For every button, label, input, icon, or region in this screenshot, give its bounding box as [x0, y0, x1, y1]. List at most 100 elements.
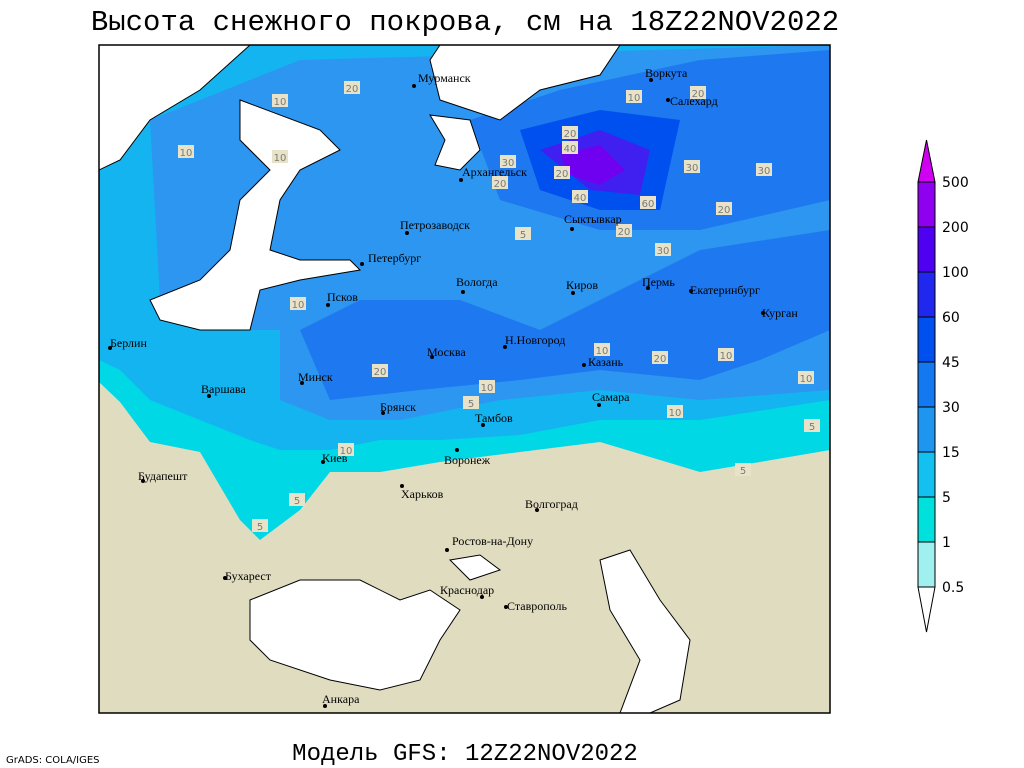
contour-label: 10: [180, 148, 193, 159]
legend-swatch: [917, 451, 936, 498]
city-dot: [481, 423, 485, 427]
city-label: Н.Новгород: [505, 333, 565, 347]
contour-label-box: [290, 297, 306, 310]
city-dot: [360, 262, 364, 266]
city-dot: [535, 508, 539, 512]
contour-label: 5: [294, 496, 300, 507]
city-label: Ростов-на-Дону: [452, 534, 533, 548]
city-label: Бухарест: [225, 569, 272, 583]
contour-label-box: [626, 90, 642, 103]
city-dot: [459, 178, 463, 182]
city-dot: [570, 227, 574, 231]
city-label: Харьков: [401, 487, 444, 501]
city-label: Брянск: [380, 400, 416, 414]
city-dot: [461, 290, 465, 294]
city-label: Казань: [588, 355, 624, 369]
contour-label: 20: [654, 354, 667, 365]
contour-label: 20: [346, 84, 359, 95]
contour-label: 20: [718, 205, 731, 216]
legend-label: 100: [942, 265, 969, 281]
contour-label: 20: [618, 227, 631, 238]
city-dot: [381, 411, 385, 415]
contour-label-box: [463, 396, 479, 409]
city-label: Сыктывкар: [564, 212, 622, 226]
contour-label-box: [562, 126, 578, 139]
legend-swatch: [917, 541, 936, 588]
contour-label-box: [492, 176, 508, 189]
city-label: Воркута: [645, 66, 688, 80]
contour-label: 10: [340, 446, 353, 457]
contour-label: 10: [720, 351, 733, 362]
legend-swatch: [917, 586, 936, 633]
city-dot: [321, 460, 325, 464]
contour-label-box: [289, 493, 305, 506]
legend-swatch: [917, 496, 936, 543]
contour-label: 20: [494, 179, 507, 190]
legend-swatch: [917, 181, 936, 228]
contour-label-box: [718, 348, 734, 361]
city-dot: [108, 346, 112, 350]
city-label: Анкара: [322, 692, 360, 706]
contour-label: 10: [800, 374, 813, 385]
city-dot: [400, 484, 404, 488]
city-label: Минск: [298, 370, 333, 384]
contour-label-box: [667, 405, 683, 418]
city-label: Салехард: [670, 94, 718, 108]
legend-swatch: [917, 139, 936, 183]
city-label: Ставрополь: [507, 599, 567, 613]
city-dot: [430, 355, 434, 359]
credit: GrADS: COLA/IGES: [6, 755, 100, 766]
city-label: Екатеринбург: [690, 283, 760, 297]
contour-label-box: [804, 419, 820, 432]
map-frame: [98, 44, 831, 714]
contour-label: 5: [520, 230, 526, 241]
contour-label: 30: [686, 163, 699, 174]
city-dot: [207, 394, 211, 398]
contour-label: 10: [274, 153, 287, 164]
contour-label: 10: [292, 300, 305, 311]
contour-label-box: [479, 380, 495, 393]
contour-label-box: [716, 202, 732, 215]
city-dot: [646, 286, 650, 290]
contour-label-box: [652, 351, 668, 364]
legend-label: 500: [942, 175, 969, 191]
contour-label: 20: [692, 89, 705, 100]
contour-label-box: [616, 224, 632, 237]
legend-label: 45: [942, 355, 960, 371]
city-dot: [689, 289, 693, 293]
contour-label-box: [594, 343, 610, 356]
contour-label-box: [572, 190, 588, 203]
contour-label: 10: [274, 97, 287, 108]
city-label: Вологда: [456, 275, 498, 289]
contour-label: 5: [740, 466, 746, 477]
city-dot: [405, 231, 409, 235]
city-dot: [326, 303, 330, 307]
city-dot: [141, 479, 145, 483]
contour-label: 40: [574, 193, 587, 204]
contour-label-box: [178, 145, 194, 158]
city-dot: [445, 548, 449, 552]
city-dot: [323, 704, 327, 708]
legend-label: 1: [942, 535, 951, 551]
legend-label: 200: [942, 220, 969, 236]
city-dot: [761, 311, 765, 315]
contour-label: 10: [596, 346, 609, 357]
contour-label-box: [756, 163, 772, 176]
footer: Модель GFS: 12Z22NOV2022: [292, 741, 638, 768]
contour-label-box: [500, 155, 516, 168]
legend-label: 30: [942, 400, 960, 416]
contour-label-box: [735, 463, 751, 476]
contour-label: 10: [628, 93, 641, 104]
city-dot: [223, 576, 227, 580]
contour-label: 30: [657, 246, 670, 257]
contour-label: 30: [502, 158, 515, 169]
city-label: Берлин: [110, 336, 147, 350]
legend-swatch: [917, 316, 936, 363]
city-label: Псков: [327, 290, 358, 304]
legend-swatch: [917, 226, 936, 273]
legend-label: 5: [942, 490, 951, 506]
contour-label-box: [252, 519, 268, 532]
legend-swatch: [917, 271, 936, 318]
contour-label-box: [655, 243, 671, 256]
